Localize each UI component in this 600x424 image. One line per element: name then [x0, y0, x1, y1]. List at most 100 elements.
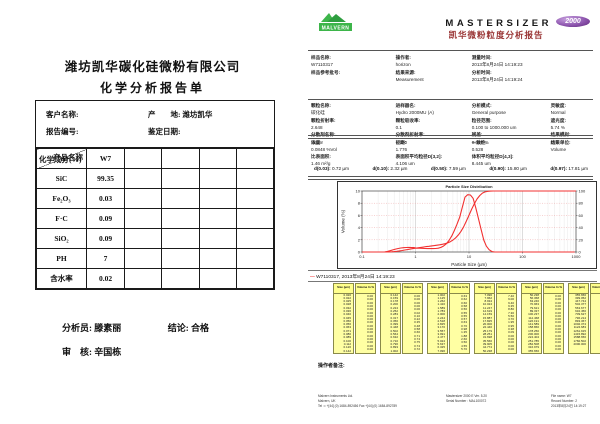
- chem-row: PH 7: [36, 248, 275, 269]
- volume-cell: 4.55: [461, 343, 467, 348]
- percentile-label: d(0.03):: [314, 166, 332, 171]
- analyst-label: 分析员:: [62, 323, 95, 333]
- size-cell: 1.002: [437, 292, 445, 297]
- info-row: 样品名称: W7110317 操作者: horizon 测量时间: 2013年8月24日 …: [311, 55, 593, 68]
- volume-cell: 0.00: [367, 307, 373, 312]
- empty-cell: [198, 228, 237, 249]
- size-cell: 0.178: [390, 299, 398, 304]
- volume-cell: 0.00: [508, 346, 514, 351]
- volume-cell: 0.00: [555, 297, 561, 302]
- empty-cell: [198, 268, 237, 289]
- reviewer-name: 辛国栋: [94, 347, 122, 357]
- chem-header-row: 产品名称 化学成分(%) W7: [36, 148, 275, 169]
- svg-text:Volume (%): Volume (%): [341, 209, 346, 233]
- footer-line: Tel := +[44] (0) 1684-892456 Fax +[44] (…: [318, 403, 397, 408]
- divider: [308, 50, 593, 51]
- field-label: 分散剂折射率:: [395, 132, 425, 138]
- size-column: Size (µm) 7.096 7.962 8.934 10.024 11.247 12.6…: [474, 283, 495, 354]
- empty-cell: [161, 168, 200, 189]
- double-divider: [308, 176, 593, 180]
- chem-row: SiC 99.35: [36, 168, 275, 189]
- info-field: 分散剂名称: Water: [311, 132, 396, 144]
- size-cell: 5.024: [437, 338, 445, 343]
- empty-cell: [123, 208, 163, 229]
- size-cell: 1.262: [437, 299, 445, 304]
- volume-cell: 0.00: [555, 336, 561, 341]
- volume-cell: 0.00: [555, 294, 561, 299]
- size-cell: 0.020: [343, 292, 351, 297]
- volume-cell: 0.00: [555, 310, 561, 315]
- empty-cell: [123, 248, 163, 269]
- info-field: 结果模拟: Off: [551, 132, 593, 144]
- footer-line: 2013年8月24日 14:19:27: [551, 403, 587, 408]
- chem-row: 含水率 0.02: [36, 268, 275, 289]
- size-cell: 447.744: [575, 299, 586, 304]
- component-label: Fe₂O₃: [36, 188, 87, 209]
- percentile-value: d(0.90): 15.80 µm: [489, 166, 527, 171]
- volume-header: Volume In %: [544, 284, 563, 294]
- svg-text:8: 8: [358, 201, 361, 206]
- volume-cell: 0.00: [414, 294, 420, 299]
- info-field: 颗粒折射率: 2.648: [311, 118, 396, 130]
- field-label: 操作者:: [395, 55, 411, 60]
- empty-cell: [123, 188, 163, 209]
- size-cell: 70.963: [529, 302, 539, 307]
- size-column: Size (µm) 0.020 0.022 0.025 0.028 0.032 0.036 0…: [333, 283, 354, 354]
- volume-cell: 0.00: [414, 300, 420, 305]
- size-cell: 17.825: [482, 318, 492, 323]
- volume-cell: 0.00: [508, 336, 514, 341]
- size-header: Size (µm): [381, 284, 400, 294]
- field-value: 0.528: [471, 147, 484, 153]
- field-label: 残差:: [471, 132, 483, 138]
- size-cell: 56.368: [529, 295, 539, 300]
- volume-cell: 9.35: [508, 303, 514, 308]
- field-value: 2013年8月24日 14:19:24: [471, 77, 523, 83]
- percentile-label: d(0.97):: [550, 166, 569, 171]
- component-label: SiO₂: [36, 228, 87, 249]
- svg-text:10: 10: [467, 254, 472, 259]
- size-column: Size (µm) 355.656 399.052 447.744 502.377 563…: [568, 283, 589, 354]
- field-label: 分析模式:: [471, 103, 492, 108]
- field-value: 4.106 um: [395, 161, 415, 167]
- info-field: [551, 154, 593, 166]
- volume-cell: 0.71: [414, 333, 420, 338]
- percentile-label: d(0.50):: [430, 166, 449, 171]
- field-label: 分析时间:: [471, 70, 492, 76]
- size-cell: 1782.502: [573, 338, 586, 343]
- size-cell: 50.238: [482, 348, 492, 353]
- field-value: Hydro 2000MU (A): [395, 110, 434, 116]
- volume-cell: 7.40: [508, 294, 514, 299]
- percentile-label: d(0.90):: [489, 166, 508, 171]
- mastersizer-wordmark: MASTERSIZER: [445, 18, 552, 29]
- size-cell: 0.283: [390, 312, 398, 317]
- size-cell: 502.377: [575, 302, 586, 307]
- info-field: 结果来源: Measurement: [396, 70, 472, 83]
- volume-cell: 7.30: [508, 310, 514, 315]
- info-field: 颗粒名称: 碳化硅: [311, 103, 396, 116]
- field-label: 样品参考批号:: [311, 70, 341, 76]
- size-cell: 355.656: [575, 292, 586, 297]
- size-table-column-group: Size (µm) 7.096 7.962 8.934 10.024 11.247 12.6…: [474, 283, 517, 354]
- origin-label-text: 产 地:: [148, 110, 183, 119]
- size-cell: 0.126: [343, 345, 351, 350]
- field-label: 比表面积:: [311, 154, 331, 160]
- diagonal-header-cell: 产品名称 化学成分(%): [36, 148, 87, 169]
- size-cell: 0.224: [390, 305, 398, 310]
- volume-cell: 0.00: [555, 323, 561, 328]
- chemical-table: 客户名称: 产 地: 潍坊凯华 报告编号: 鉴定日期: 产品名称 化学成分(%)…: [35, 100, 275, 290]
- size-cell: 1261.915: [573, 328, 586, 333]
- size-cell: 89.337: [529, 308, 539, 313]
- size-cell: 44.774: [482, 345, 492, 350]
- field-label: 进样器名:: [395, 103, 416, 108]
- field-value: 1.330: [395, 139, 408, 145]
- percentile-number: 7.59 µm: [448, 166, 466, 171]
- volume-cell: 0.00: [414, 307, 420, 312]
- volume-cell: 0.56: [461, 307, 467, 312]
- info-field: 比表面积: 1.46 m²/g: [311, 154, 396, 166]
- volume-cell: 0.57: [461, 317, 467, 322]
- size-cell: 0.028: [343, 302, 351, 307]
- volume-cell: 0.76: [461, 323, 467, 328]
- empty-cell: [161, 248, 200, 269]
